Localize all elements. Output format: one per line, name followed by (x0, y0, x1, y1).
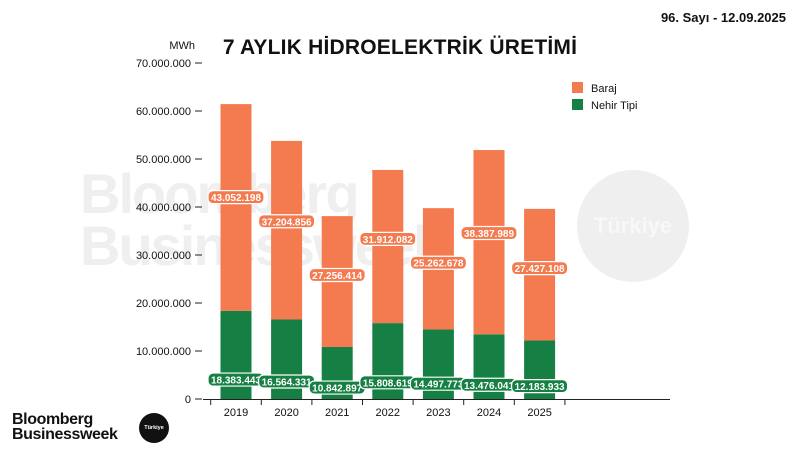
y-tick-label: 60.000.000 (136, 106, 191, 118)
y-axis-label: MWh (169, 40, 195, 52)
x-tick-label: 2019 (224, 407, 248, 419)
y-tick-label: 20.000.000 (136, 298, 191, 310)
data-label-baraj-pill (460, 225, 518, 241)
bar-baraj (271, 140, 303, 320)
data-label-baraj: 27.427.108 (515, 264, 565, 275)
data-label-baraj-pill (359, 231, 417, 246)
bar-baraj (473, 150, 505, 335)
legend-swatch-baraj (572, 82, 583, 93)
x-tick-label: 2021 (325, 407, 349, 419)
y-tick-label: 0 (185, 394, 191, 406)
brand-line-2: Businessweek (12, 426, 118, 443)
x-tick-label: 2024 (477, 407, 501, 419)
data-label-baraj-pill (207, 190, 265, 205)
y-tick-label: 10.000.000 (136, 346, 191, 358)
bar-baraj (372, 169, 404, 324)
x-tick-label: 2025 (527, 407, 551, 419)
data-label-nehir: 12.183.933 (515, 382, 565, 393)
data-label-nehir: 10.842.897 (312, 384, 362, 395)
data-label-nehir: 15.808.619 (363, 378, 413, 389)
data-label-baraj: 31.912.082 (363, 235, 413, 246)
chart-title: 7 AYLIK HİDROELEKTRİK ÜRETİMİ (222, 36, 578, 59)
data-label-baraj: 38.387.989 (464, 229, 514, 240)
data-label-nehir: 18.383.443 (211, 376, 261, 387)
x-tick-label: 2022 (376, 407, 400, 419)
data-label-baraj-pill (258, 214, 316, 229)
y-tick-label: 40.000.000 (136, 202, 191, 214)
brand-badge-label: Türkiye (144, 425, 164, 431)
brand-logo: Bloomberg Businessweek (12, 411, 118, 443)
brand-line-1: Bloomberg (12, 411, 93, 428)
y-tick-label: 70.000.000 (136, 58, 191, 70)
data-label-baraj-pill (409, 255, 467, 270)
data-label-nehir-pill (511, 379, 569, 394)
y-tick-label: 50.000.000 (136, 154, 191, 166)
x-tick-label: 2023 (426, 407, 450, 419)
data-label-baraj-pill (511, 261, 569, 276)
bar-baraj (220, 104, 252, 311)
legend-label-baraj: Baraj (591, 83, 617, 95)
data-label-baraj: 27.256.414 (312, 271, 362, 282)
data-label-baraj-pill (308, 267, 366, 283)
y-tick-label: 30.000.000 (136, 250, 191, 262)
data-label-baraj: 37.204.856 (262, 217, 312, 228)
legend-swatch-nehir-tipi (572, 99, 583, 110)
data-label-baraj: 43.052.198 (211, 193, 261, 204)
data-label-baraj: 25.262.678 (413, 259, 463, 270)
issue-date: 96. Sayı - 12.09.2025 (660, 10, 786, 25)
legend-label-nehir-tipi: Nehir Tipi (591, 100, 637, 112)
data-label-nehir: 13.476.041 (464, 381, 514, 392)
data-label-nehir: 14.497.773 (413, 380, 463, 391)
x-tick-label: 2020 (274, 407, 298, 419)
data-label-nehir: 16.564.331 (262, 378, 312, 389)
brand-badge: Türkiye (139, 413, 169, 443)
